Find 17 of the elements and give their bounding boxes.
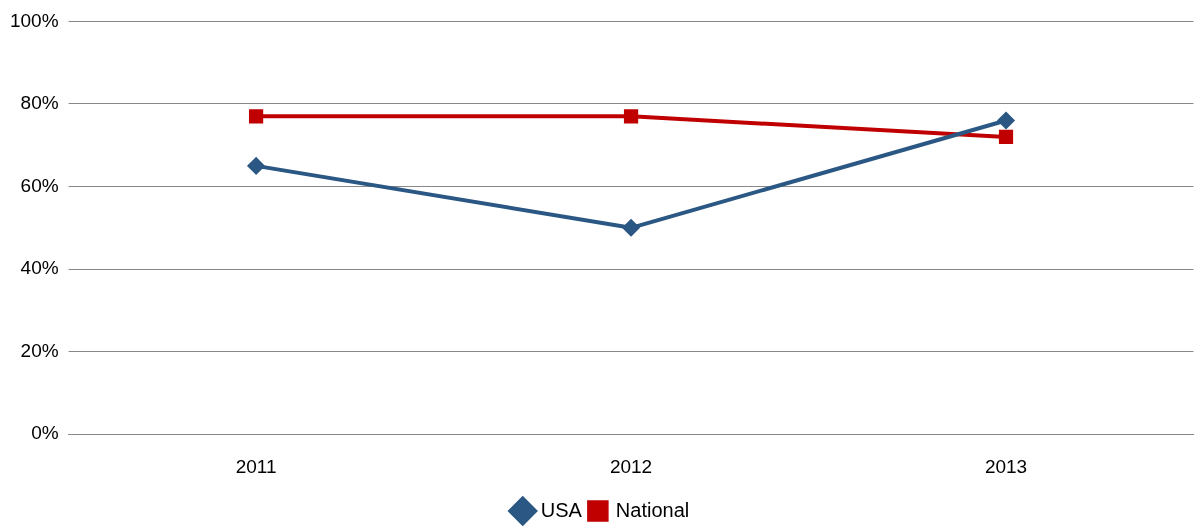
point — [623, 109, 639, 124]
point — [998, 129, 1014, 145]
y-tick-label: 40% — [20, 257, 59, 279]
x-tick-label: 2012 — [609, 455, 653, 477]
point — [247, 157, 265, 175]
point — [622, 219, 640, 237]
y-tick-label: 80% — [20, 92, 59, 114]
legend-label: USA — [540, 498, 583, 521]
y-tick-label: 20% — [20, 339, 59, 361]
y-tick-label: 100% — [9, 9, 59, 31]
y-tick-label: 60% — [20, 174, 59, 196]
x-tick-label: 2013 — [984, 455, 1028, 477]
x-tick-label: 2011 — [235, 455, 277, 477]
legend-label: National — [615, 498, 690, 521]
point — [248, 109, 264, 124]
point — [997, 111, 1015, 130]
y-tick-label: 0% — [31, 422, 59, 444]
